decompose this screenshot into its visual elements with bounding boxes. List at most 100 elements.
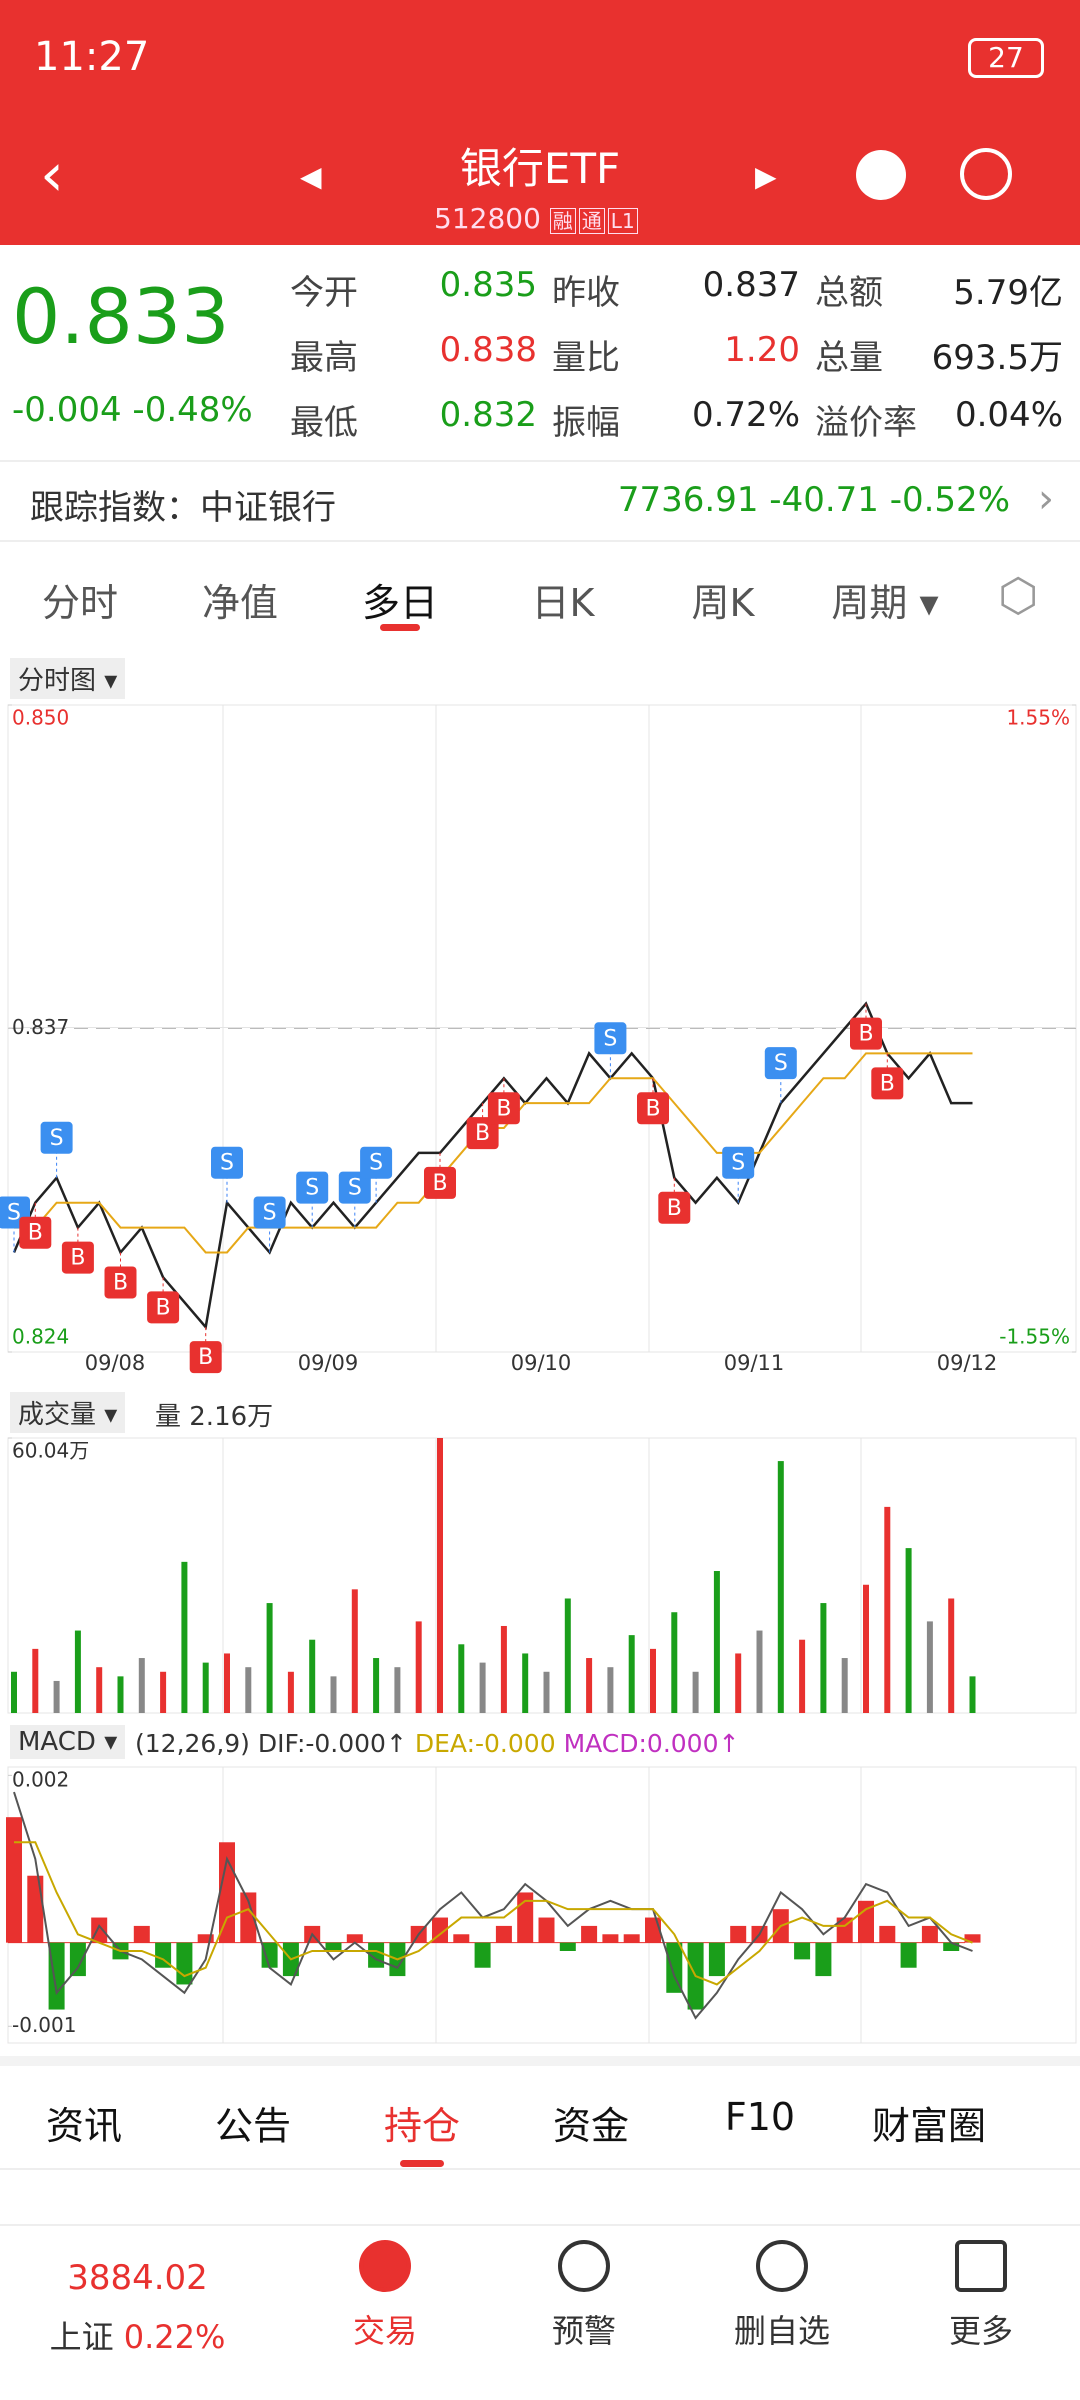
volume-bar [948,1598,955,1713]
nav-icon[interactable] [756,2240,808,2292]
macd-bar [964,1934,981,1943]
macd-bar [240,1892,257,1943]
macd-bar [921,1925,938,1943]
tab[interactable]: 周期 ▾ [831,581,939,625]
volume-bar [500,1625,507,1713]
line [12,1001,973,1330]
trade-badge [871,1067,904,1100]
next[interactable]: ▶ [755,160,777,193]
trade-badge [61,1241,94,1274]
time: 11:27 [34,34,150,80]
volume-bar [160,1671,167,1713]
trade-badge [211,1146,243,1179]
bottom-tab[interactable]: 持仓 [383,2104,460,2148]
trade-text: B [432,1171,447,1196]
volume-bar [202,1662,209,1713]
macd-bar [538,1917,555,1943]
volume-bar [74,1630,81,1713]
date-label: 09/11 [724,1351,785,1375]
tab[interactable]: 多日 [361,581,438,625]
volume-bar [330,1676,337,1713]
volume-bar [287,1671,294,1713]
nav-label[interactable]: 预警 [551,2312,616,2350]
volume-bar [692,1671,699,1713]
macd-label: MACD [18,1727,96,1757]
tab[interactable]: 日K [531,581,595,625]
macd-bar [474,1942,491,1968]
bottom-tab[interactable]: 资金 [552,2104,629,2148]
trade-text: B [475,1121,490,1146]
macd-bar [730,1925,747,1943]
tab[interactable]: 净值 [201,581,278,625]
volume-bar [713,1571,720,1713]
macd-bar [91,1917,108,1943]
back[interactable]: ‹ [40,140,64,210]
search[interactable] [960,148,1012,200]
volume-bar [586,1658,593,1713]
badge: 通 [578,208,605,234]
mascot[interactable] [856,150,906,200]
nav-icon[interactable] [558,2240,610,2292]
chart-selector[interactable]: 分时图 ▾ [10,658,126,699]
nav-label[interactable]: 更多 [948,2312,1013,2350]
nav-label[interactable]: 删自选 [733,2312,830,2350]
tab[interactable]: 周K [691,581,755,625]
trade-text: B [645,1096,660,1121]
volume-bar [415,1621,422,1713]
index-label: 跟踪指数：中证银行 [30,488,336,528]
bottom-tab[interactable]: 公告 [214,2104,291,2148]
trade-badge [296,1171,329,1204]
volume-bar [373,1658,380,1713]
macd-selector[interactable]: MACD ▾ [10,1725,126,1759]
chevron[interactable]: › [1038,476,1054,522]
line [13,1791,973,2020]
trade-text: S [369,1151,383,1176]
trade-text: S [348,1176,362,1201]
trade-badge [338,1171,371,1204]
macd-bar [6,1817,22,1943]
tab[interactable]: 分时 [41,581,118,625]
change-value: -0.004 [12,390,122,430]
prev[interactable]: ◀ [300,160,322,193]
date-label: 09/10 [511,1351,572,1375]
macd-bar [133,1925,150,1943]
tick-label: 0.850 [12,706,69,730]
index-change: -40.71 [769,480,879,520]
field-value: 0.72% [691,395,800,435]
bottom-tab[interactable]: F10 [724,2095,796,2139]
volume-bar [522,1653,529,1713]
trade-badge [147,1291,180,1324]
code: 512800 融通 L1 [434,202,641,235]
macd-bar [900,1942,917,1968]
field-value: 0.832 [439,395,537,435]
trade-text: B [113,1270,128,1295]
nav-icon[interactable] [955,2240,1007,2292]
trade-text: S [731,1151,745,1176]
tab-underline [380,624,420,631]
divider [0,540,1080,542]
tick-label: 0.824 [12,1325,69,1349]
field-label: 总额 [815,273,883,313]
volume-bar [437,1438,443,1713]
trade-text: S [7,1200,21,1225]
macd-bar [708,1942,725,1977]
trade-badge [19,1216,52,1249]
tick-label: -1.55% [999,1325,1070,1349]
macd-bar [602,1934,619,1943]
macd-bar [48,1942,65,2010]
divider [0,2056,1080,2066]
volume-bar [224,1653,230,1713]
settings[interactable]: ⬡ [998,568,1039,622]
bottom-tab[interactable]: 资讯 [45,2104,122,2148]
date-label: 09/08 [85,1351,146,1375]
index-value: 7736.91 [617,480,759,520]
volume-bar [799,1639,806,1713]
bottom-tab[interactable]: 诊 [1018,2095,1080,2150]
trade-text: B [880,1071,895,1096]
nav-label[interactable]: 交易 [352,2312,417,2350]
bottom-tab[interactable]: 财富圈 [871,2104,986,2148]
volume-selector[interactable]: 成交量 ▾ [10,1392,126,1433]
nav-icon[interactable] [359,2240,411,2292]
price: 0.833 [12,272,230,361]
volume-bar [394,1667,401,1713]
